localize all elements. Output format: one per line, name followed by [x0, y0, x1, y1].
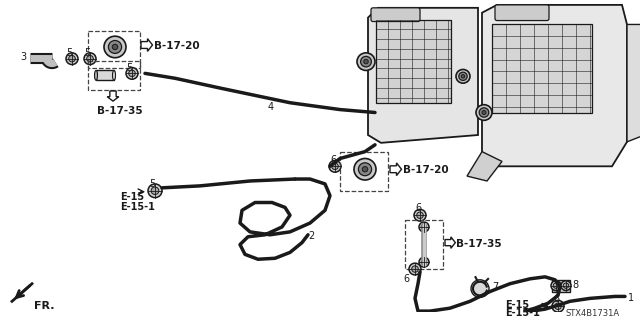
Text: 5: 5 [66, 48, 72, 58]
Polygon shape [368, 8, 478, 143]
Text: 7: 7 [492, 282, 499, 292]
Text: E-15: E-15 [120, 192, 144, 202]
Polygon shape [390, 163, 401, 175]
Circle shape [552, 300, 564, 312]
Circle shape [362, 167, 368, 172]
Text: 5: 5 [126, 63, 132, 73]
Circle shape [357, 53, 375, 70]
Circle shape [68, 56, 76, 62]
Text: 6: 6 [415, 204, 421, 213]
Circle shape [419, 222, 429, 232]
Circle shape [471, 280, 489, 297]
Circle shape [563, 283, 569, 288]
Bar [88, 31, 140, 69]
Circle shape [104, 36, 126, 58]
Circle shape [555, 303, 561, 309]
Circle shape [66, 53, 78, 64]
Circle shape [421, 224, 427, 230]
Text: 4: 4 [268, 102, 274, 112]
Text: B-17-35: B-17-35 [456, 239, 502, 249]
Bar [88, 61, 140, 90]
Polygon shape [482, 5, 627, 166]
Circle shape [421, 259, 427, 265]
Circle shape [354, 159, 376, 180]
Text: FR.: FR. [34, 301, 54, 311]
Circle shape [126, 68, 138, 79]
Text: 6: 6 [553, 294, 559, 304]
Text: 5: 5 [84, 48, 90, 58]
Text: B-17-20: B-17-20 [154, 41, 200, 51]
Circle shape [417, 212, 423, 219]
Circle shape [461, 75, 465, 78]
Bar [552, 280, 570, 292]
Ellipse shape [113, 70, 115, 80]
Circle shape [86, 56, 93, 62]
Ellipse shape [95, 70, 97, 80]
Text: 6: 6 [403, 274, 409, 284]
Circle shape [329, 160, 341, 172]
Circle shape [412, 266, 419, 272]
Text: B-17-20: B-17-20 [403, 165, 449, 175]
Text: E-15-1: E-15-1 [120, 202, 155, 211]
FancyBboxPatch shape [495, 5, 549, 20]
Circle shape [108, 41, 122, 53]
Text: B-17-35: B-17-35 [97, 106, 143, 116]
Text: E-15: E-15 [505, 300, 529, 310]
Circle shape [476, 105, 492, 120]
Circle shape [561, 281, 571, 291]
Bar [492, 25, 592, 113]
Circle shape [414, 209, 426, 221]
Bar [376, 19, 451, 103]
Circle shape [459, 72, 467, 80]
Circle shape [553, 283, 559, 288]
Polygon shape [107, 91, 119, 101]
Circle shape [358, 163, 372, 176]
Circle shape [151, 187, 159, 195]
Circle shape [456, 70, 470, 83]
Polygon shape [445, 237, 455, 249]
Text: 2: 2 [308, 231, 314, 241]
Circle shape [551, 281, 561, 291]
Text: 5: 5 [149, 179, 155, 189]
Circle shape [364, 59, 368, 64]
Bar [340, 152, 388, 191]
Polygon shape [467, 152, 502, 181]
Bar [405, 220, 443, 269]
Circle shape [84, 53, 96, 64]
Circle shape [419, 257, 429, 267]
Text: E-15-1: E-15-1 [505, 308, 540, 318]
Bar [96, 70, 114, 80]
FancyBboxPatch shape [371, 8, 420, 21]
Circle shape [360, 56, 371, 67]
Text: 8: 8 [572, 280, 578, 290]
Circle shape [148, 184, 162, 197]
Polygon shape [141, 39, 152, 51]
Circle shape [112, 44, 118, 50]
Circle shape [332, 163, 339, 169]
Circle shape [479, 108, 489, 117]
Circle shape [129, 70, 135, 77]
Polygon shape [627, 25, 640, 142]
Circle shape [409, 263, 421, 275]
Text: STX4B1731A: STX4B1731A [565, 309, 619, 318]
Circle shape [482, 111, 486, 115]
Text: 3: 3 [20, 52, 26, 62]
Text: 1: 1 [628, 293, 634, 303]
Text: 6: 6 [330, 155, 336, 165]
